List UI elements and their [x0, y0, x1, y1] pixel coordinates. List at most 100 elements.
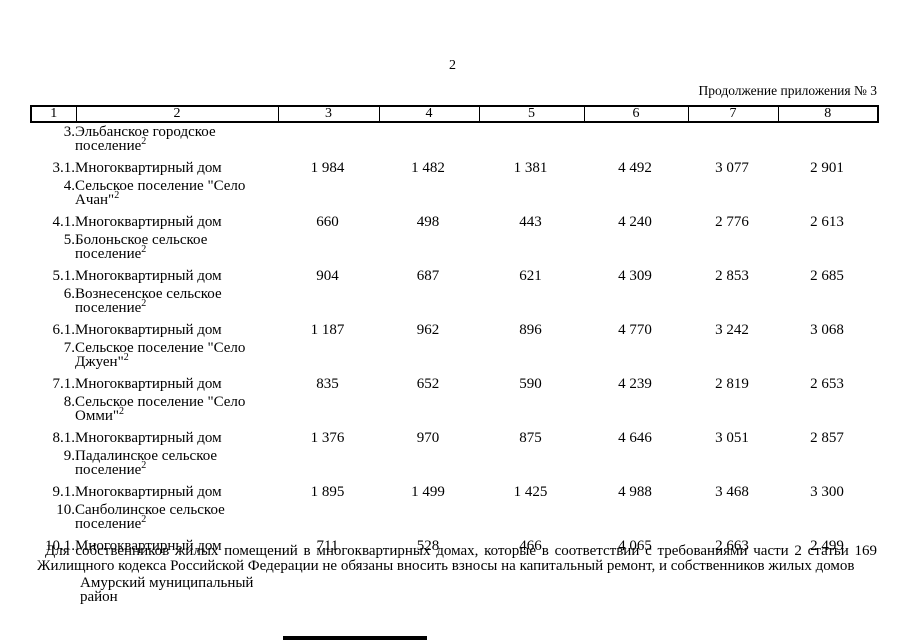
value-cell: 3 242 [715, 321, 749, 338]
row-index: 4. [63, 178, 75, 194]
building-row: 8.1. Многоквартирный дом 1 376 970 875 4… [30, 427, 877, 449]
row-index: 8. [63, 394, 75, 410]
value-cell: 2 499 [810, 537, 844, 554]
value-cell: 1 187 [310, 321, 345, 338]
building-row: 5.1. Многоквартирный дом 904 687 621 4 3… [30, 265, 877, 287]
value-cell: 3 468 [715, 483, 749, 500]
column-header-cell: 3 [277, 105, 380, 123]
row-index: 10.1. [45, 537, 75, 554]
building-type: Многоквартирный дом [75, 321, 222, 338]
row-index: 7. [63, 340, 75, 356]
value-cell: 896 [519, 321, 542, 338]
value-cell: 498 [416, 213, 440, 230]
settlement-name: Вознесенское сельское поселение2 [75, 286, 222, 316]
building-type: Многоквартирный дом [75, 537, 222, 554]
value-cell: 4 239 [618, 375, 652, 392]
footnote-mark: 2 [141, 243, 147, 255]
column-header-cell: 7 [687, 105, 779, 123]
value-cell: 443 [519, 213, 542, 230]
building-type: Многоквартирный дом [75, 267, 222, 284]
footnote-mark: 2 [141, 297, 147, 309]
row-index: 6. [63, 286, 75, 302]
value-cell: 3 051 [715, 429, 749, 446]
value-cell: 4 770 [618, 321, 652, 338]
value-cell: 970 [416, 429, 440, 446]
building-row: 6.1. Многоквартирный дом 1 187 962 896 4… [30, 319, 877, 341]
row-index: 8.1. [52, 429, 76, 446]
value-cell: 528 [416, 537, 440, 554]
value-cell: 660 [316, 213, 339, 230]
footnote-mark: 2 [141, 513, 147, 525]
column-header-cell: 2 [75, 105, 279, 123]
building-row: 3.1. Многоквартирный дом 1 984 1 482 1 3… [30, 157, 877, 179]
value-cell: 2 653 [810, 375, 844, 392]
value-cell: 1 425 [513, 483, 548, 500]
section-row: 9. Падалинское сельское поселение2 [30, 449, 877, 481]
column-header-row: 1 2 3 4 5 6 7 8 [30, 105, 879, 123]
next-table-border-fragment [283, 636, 427, 640]
settlement-name: Болоньское сельское поселение2 [75, 232, 208, 262]
section-row: 6. Вознесенское сельское поселение2 [30, 287, 877, 319]
section-row: 7. Сельское поселение "Село Джуен"2 [30, 341, 877, 373]
rates-table: 3. Эльбанское городское поселение2 3.1. … [30, 125, 877, 557]
column-header-cell: 4 [378, 105, 480, 123]
building-row: 10.1. Многоквартирный дом 711 528 466 4 … [30, 535, 877, 557]
row-index: 4.1. [52, 213, 76, 230]
row-index: 9.1. [52, 483, 76, 500]
value-cell: 962 [416, 321, 440, 338]
footnote-mark: 2 [123, 351, 129, 363]
value-cell: 2 853 [715, 267, 749, 284]
value-cell: 4 988 [618, 483, 652, 500]
building-row: 9.1. Многоквартирный дом 1 895 1 499 1 4… [30, 481, 877, 503]
footnote-mark: 2 [141, 135, 147, 147]
value-cell: 875 [519, 429, 542, 446]
value-cell: 3 068 [810, 321, 844, 338]
row-index: 3.1. [52, 159, 76, 176]
building-type: Многоквартирный дом [75, 375, 222, 392]
column-header-cell: 5 [478, 105, 585, 123]
value-cell: 4 309 [618, 267, 652, 284]
settlement-name: Эльбанское городское поселение2 [75, 124, 216, 154]
value-cell: 1 895 [310, 483, 345, 500]
value-cell: 466 [519, 537, 542, 554]
settlement-name: Сельское поселение "Село Омми"2 [75, 394, 246, 424]
building-type: Многоквартирный дом [75, 213, 222, 230]
value-cell: 2 857 [810, 429, 844, 446]
settlement-name: Сельское поселение "Село Джуен"2 [75, 340, 246, 370]
value-cell: 4 240 [618, 213, 652, 230]
row-index: 9. [63, 448, 75, 464]
value-cell: 2 901 [810, 159, 844, 176]
value-cell: 4 646 [618, 429, 652, 446]
settlement-name: Сельское поселение "Село Ачан"2 [75, 178, 246, 208]
value-cell: 621 [519, 267, 542, 284]
building-type: Многоквартирный дом [75, 429, 222, 446]
footnote-mark: 2 [118, 405, 124, 417]
value-cell: 4 492 [618, 159, 652, 176]
value-cell: 2 685 [810, 267, 844, 284]
district-label: Амурский муниципальный район [80, 575, 254, 605]
settlement-name: Санболинское сельское поселение2 [75, 502, 225, 532]
appendix-continuation-label: Продолжение приложения № 3 [698, 83, 877, 98]
building-type: Многоквартирный дом [75, 159, 222, 176]
value-cell: 590 [519, 375, 542, 392]
column-header-cell: 1 [30, 105, 77, 123]
building-row: 7.1. Многоквартирный дом 835 652 590 4 2… [30, 373, 877, 395]
building-row: 4.1. Многоквартирный дом 660 498 443 4 2… [30, 211, 877, 233]
value-cell: 2 776 [715, 213, 749, 230]
value-cell: 904 [316, 267, 339, 284]
row-index: 6.1. [52, 321, 76, 338]
value-cell: 2 819 [715, 375, 749, 392]
value-cell: 835 [316, 375, 339, 392]
value-cell: 1 984 [310, 159, 345, 176]
section-row: 10. Санболинское сельское поселение2 [30, 503, 877, 535]
footnote-mark: 2 [114, 189, 120, 201]
row-index: 3. [63, 124, 75, 140]
value-cell: 3 300 [810, 483, 844, 500]
value-cell: 2 613 [810, 213, 844, 230]
section-row: 4. Сельское поселение "Село Ачан"2 [30, 179, 877, 211]
row-index: 10. [56, 502, 75, 518]
settlement-name: Падалинское сельское поселение2 [75, 448, 218, 478]
section-row: 3. Эльбанское городское поселение2 [30, 125, 877, 157]
building-type: Многоквартирный дом [75, 483, 222, 500]
